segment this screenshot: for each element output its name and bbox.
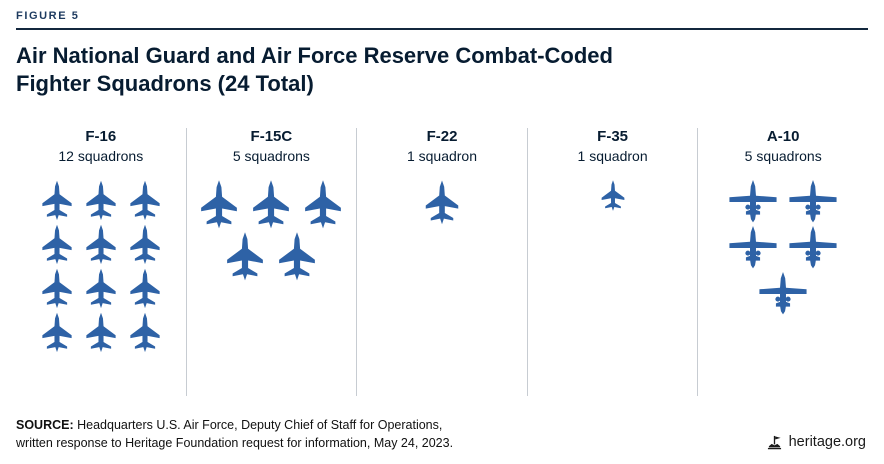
- chart-column-f16: F-16 12 squadrons: [16, 128, 186, 396]
- icon-row: [532, 180, 694, 212]
- f-16-aircraft-icon: [127, 180, 163, 222]
- source-line-1: Headquarters U.S. Air Force, Deputy Chie…: [73, 418, 443, 432]
- title-line-1: Air National Guard and Air Force Reserve…: [16, 43, 613, 68]
- f-16-aircraft-icon: [39, 224, 75, 266]
- heritage-link[interactable]: heritage.org: [767, 434, 866, 450]
- f-16-aircraft-icon: [127, 312, 163, 354]
- icon-grid: [532, 180, 694, 212]
- a-10-aircraft-icon: [787, 226, 839, 270]
- icon-row: [191, 232, 353, 282]
- icon-grid: [20, 180, 182, 354]
- f-22-aircraft-icon: [422, 180, 462, 226]
- icon-grid: [191, 180, 353, 282]
- pictogram-chart: F-16 12 squadrons F-15C 5 squadrons F-22…: [16, 128, 868, 397]
- column-title: F-16: [85, 128, 117, 146]
- figure-label: FIGURE 5: [16, 10, 80, 22]
- column-sublabel: 5 squadrons: [744, 148, 822, 165]
- column-title: A-10: [766, 128, 800, 146]
- icon-row: [20, 180, 182, 222]
- f-16-aircraft-icon: [39, 268, 75, 310]
- f-15c-aircraft-icon: [223, 232, 267, 282]
- f-16-aircraft-icon: [127, 224, 163, 266]
- f-35-aircraft-icon: [599, 180, 627, 212]
- icon-row: [702, 226, 864, 270]
- f-16-aircraft-icon: [83, 268, 119, 310]
- column-title: F-22: [426, 128, 458, 146]
- title-line-2: Fighter Squadrons (24 Total): [16, 71, 314, 97]
- column-title: F-15C: [250, 128, 293, 146]
- a-10-aircraft-icon: [787, 180, 839, 224]
- icon-row: [361, 180, 523, 226]
- source-line-2: written response to Heritage Foundation …: [16, 435, 454, 450]
- icon-grid: [361, 180, 523, 226]
- a-10-aircraft-icon: [727, 180, 779, 224]
- icon-grid: [702, 180, 864, 316]
- source-note: SOURCE: Headquarters U.S. Air Force, Dep…: [16, 417, 453, 452]
- f-16-aircraft-icon: [83, 180, 119, 222]
- column-sublabel: 5 squadrons: [232, 148, 310, 165]
- chart-column-f15c: F-15C 5 squadrons: [185, 128, 357, 397]
- f-15c-aircraft-icon: [249, 180, 293, 230]
- heritage-site-label: heritage.org: [788, 434, 866, 450]
- f-16-aircraft-icon: [39, 180, 75, 222]
- column-sublabel: 12 squadrons: [58, 148, 144, 165]
- chart-column-a10: A-10 5 squadrons: [697, 128, 868, 397]
- icon-row: [20, 268, 182, 310]
- column-title: F-35: [597, 128, 628, 146]
- source-label: SOURCE:: [16, 418, 74, 432]
- a-10-aircraft-icon: [727, 226, 779, 270]
- icon-row: [702, 180, 864, 224]
- page-title: Air National Guard and Air Force Reserve…: [16, 42, 868, 98]
- icon-row: [191, 180, 353, 230]
- f-15c-aircraft-icon: [275, 232, 319, 282]
- f-15c-aircraft-icon: [301, 180, 345, 230]
- column-sublabel: 1 squadron: [577, 148, 648, 165]
- column-sublabel: 1 squadron: [406, 148, 478, 165]
- f-16-aircraft-icon: [39, 312, 75, 354]
- icon-row: [20, 224, 182, 266]
- a-10-aircraft-icon: [757, 272, 809, 316]
- title-rule: [16, 28, 868, 30]
- heritage-logo-icon: [767, 435, 782, 450]
- icon-row: [20, 312, 182, 354]
- chart-column-f22: F-22 1 squadron: [356, 128, 527, 397]
- icon-row: [702, 272, 864, 316]
- f-16-aircraft-icon: [83, 312, 119, 354]
- f-16-aircraft-icon: [127, 268, 163, 310]
- f-16-aircraft-icon: [83, 224, 119, 266]
- chart-column-f35: F-35 1 squadron: [526, 128, 698, 397]
- f-15c-aircraft-icon: [197, 180, 241, 230]
